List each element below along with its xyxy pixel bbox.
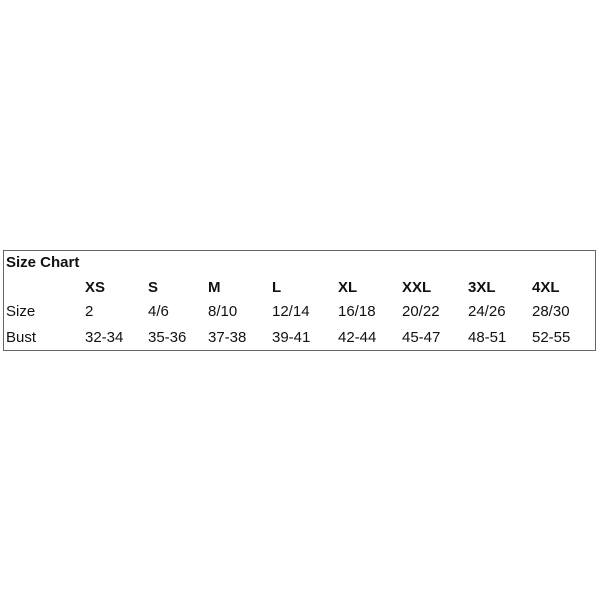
column-header: M [208,279,221,296]
table-cell: 39-41 [272,329,311,346]
table-cell: 28/30 [532,303,570,320]
table-cell: 52-55 [532,329,571,346]
row-label: Size [6,303,36,320]
table-cell: 20/22 [402,303,440,320]
table-cell: 16/18 [338,303,376,320]
table-cell: 48-51 [468,329,507,346]
table-cell: 42-44 [338,329,377,346]
table-cell: 35-36 [148,329,187,346]
size-chart-table [3,250,596,351]
column-header: S [148,279,159,296]
row-label: Bust [6,329,37,346]
table-cell: 12/14 [272,303,310,320]
column-header: XL [338,279,358,296]
table-cell: 8/10 [208,303,238,320]
column-header: 3XL [468,279,496,296]
table-cell: 37-38 [208,329,247,346]
column-header: 4XL [532,279,560,296]
table-cell: 4/6 [148,303,169,320]
table-cell: 2 [85,303,94,320]
table-title: Size Chart [6,254,80,271]
table-cell: 24/26 [468,303,506,320]
column-header: XS [85,279,106,296]
column-header: L [272,279,282,296]
column-header: XXL [402,279,432,296]
table-cell: 32-34 [85,329,124,346]
table-cell: 45-47 [402,329,441,346]
